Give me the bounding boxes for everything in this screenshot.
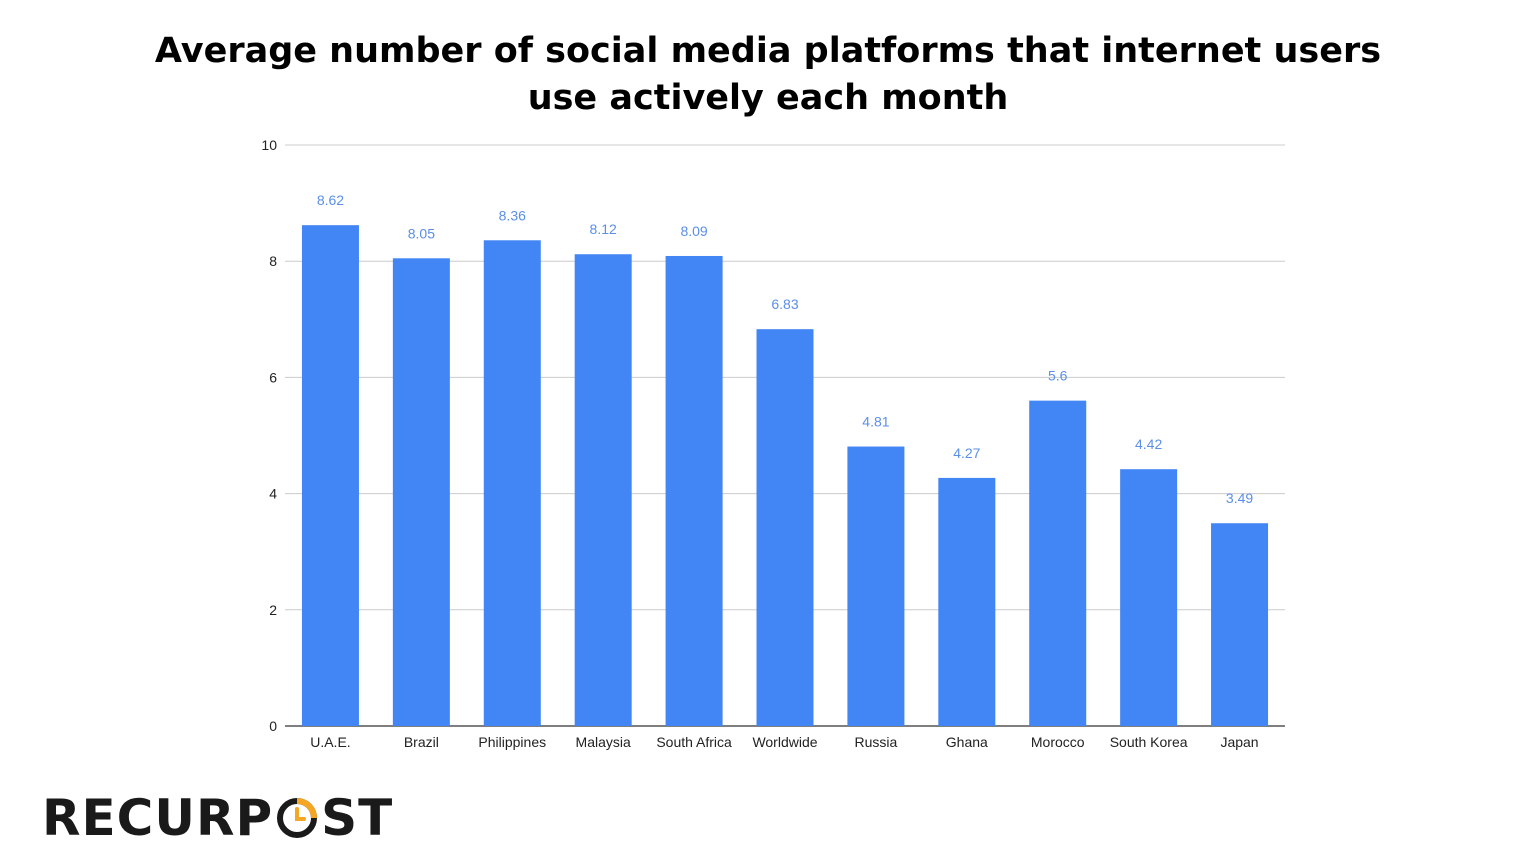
data-label: 8.12 [590,221,617,237]
logo-text-end: ST [321,789,394,847]
data-label: 8.62 [317,192,344,208]
data-label: 8.36 [499,207,526,223]
y-tick-label: 6 [269,369,277,385]
bar [392,258,450,726]
chart-title-line-1: Average number of social media platforms… [154,31,1382,71]
data-label: 4.42 [1135,436,1162,452]
data-label: 3.49 [1226,490,1253,506]
x-tick-label: Brazil [404,734,439,750]
bar [574,254,632,726]
brand-logo: RECURP ST [42,788,393,848]
data-label: 8.09 [680,223,707,239]
y-axis-ticks: 0 2 4 6 8 10 [261,137,277,734]
bar [756,329,814,726]
clock-icon [277,798,318,838]
data-label: 6.83 [771,296,798,312]
x-tick-label: Russia [855,734,898,750]
x-tick-label: U.A.E. [310,734,350,750]
data-label: 5.6 [1048,368,1068,384]
bar [1211,523,1269,726]
data-label: 8.05 [408,225,435,241]
bar [938,477,996,726]
logo-text-start: RECURP [42,789,274,847]
x-tick-label: Ghana [946,734,988,750]
bars [301,225,1269,727]
chart-title: Average number of social media platforms… [0,28,1536,122]
x-axis-ticks: U.A.E. Brazil Philippines Malaysia South Afr… [310,734,1258,750]
x-tick-label: Philippines [478,734,546,750]
y-tick-label: 10 [261,137,277,153]
y-tick-label: 4 [269,486,277,502]
x-tick-label: South Africa [656,734,732,750]
y-tick-label: 8 [269,253,277,269]
bar [483,240,541,726]
y-tick-label: 2 [269,602,277,618]
bar [1120,469,1178,726]
y-tick-label: 0 [269,718,277,734]
data-label: 4.81 [862,414,889,430]
bar [847,446,905,726]
data-label: 4.27 [953,445,980,461]
data-labels: 8.62 8.05 8.36 8.12 8.09 6.83 4.81 4.27 5.6 4.42 3… [317,192,1254,506]
x-tick-label: Japan [1220,734,1258,750]
x-tick-label: Worldwide [752,734,817,750]
x-tick-label: Malaysia [576,734,631,750]
x-tick-label: South Korea [1110,734,1188,750]
bar [301,225,359,727]
bar [665,255,723,726]
chart-title-line-2: use actively each month [527,78,1009,118]
x-tick-label: Morocco [1031,734,1085,750]
bar [1029,400,1087,726]
